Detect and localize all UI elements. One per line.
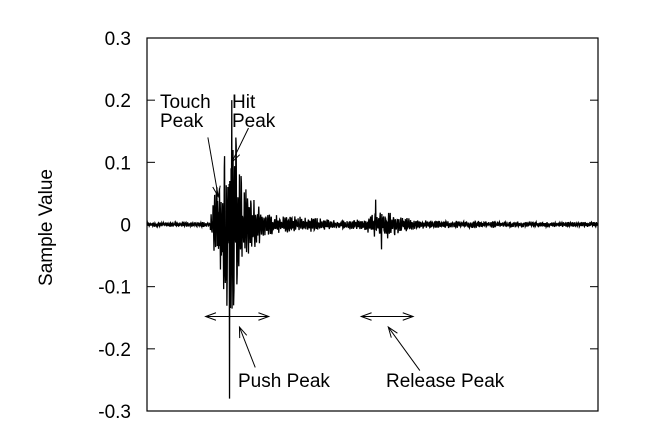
release-pointer-arrow: [387, 325, 421, 371]
y-tick-label: 0.2: [105, 91, 131, 112]
release-range-arrow: [359, 312, 415, 321]
y-tick-label: -0.2: [98, 340, 131, 361]
y-tick-label: -0.1: [98, 278, 131, 299]
hit-pointer-arrow: [231, 127, 249, 164]
y-tick-label: -0.3: [98, 402, 131, 423]
series-line-group: [146, 100, 599, 399]
annotation-hit-line1: Hit: [232, 92, 256, 113]
y-tick-label: 0.3: [105, 29, 131, 50]
annotation-hit-line2: Peak: [232, 111, 276, 132]
annotation-touch-line1: Touch: [160, 92, 211, 113]
y-axis-label: Sample Value: [36, 169, 57, 286]
series-line: [146, 100, 599, 399]
push-range-arrow: [204, 312, 271, 321]
y-tick-label: 0: [120, 216, 131, 237]
y-tick-label: 0.1: [105, 153, 131, 174]
push-pointer-arrow: [238, 325, 256, 368]
annotation-release-label: Release Peak: [386, 371, 505, 392]
touch-pointer-arrow: [207, 137, 221, 198]
annotation-touch-line2: Peak: [160, 111, 204, 132]
annotation-push-label: Push Peak: [238, 371, 330, 392]
